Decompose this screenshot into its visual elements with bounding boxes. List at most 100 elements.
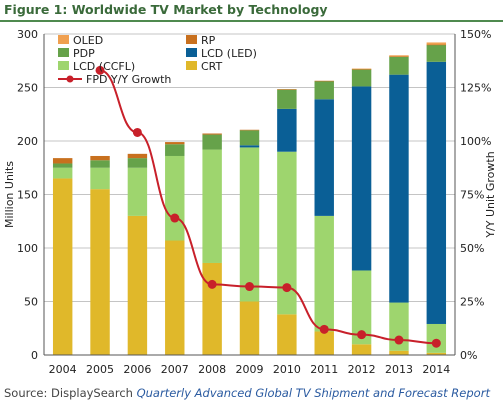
- y-tick-label: 100: [17, 242, 38, 255]
- y2-tick-label: 25%: [460, 296, 484, 309]
- bar-segment-lcd-ccfl: [351, 270, 372, 345]
- growth-point: [431, 338, 441, 348]
- bar-segment-pdp: [389, 56, 409, 75]
- y-tick-label: 200: [17, 135, 38, 148]
- legend-label-crt: CRT: [201, 60, 223, 73]
- x-tick-label: 2004: [49, 363, 77, 376]
- bar-segment-pdp: [426, 44, 447, 62]
- growth-point: [132, 127, 142, 137]
- axes-layer: 0 50 100 150 200 250 300 0% 25% 50% 75% 100% 125% 150…: [3, 28, 497, 376]
- title-rule: [0, 20, 503, 22]
- growth-point: [95, 65, 105, 75]
- bar-segment-rp: [127, 153, 148, 159]
- y2-tick-label: 150%: [460, 28, 491, 41]
- bar-segment-crt: [314, 331, 334, 355]
- legend-label-oled: OLED: [73, 34, 103, 47]
- bar-segment-crt: [239, 301, 260, 355]
- x-tick-label: 2013: [385, 363, 413, 376]
- bar-segment-lcd-led: [239, 145, 260, 148]
- bar-segment-crt: [277, 314, 297, 355]
- bar-segment-crt: [426, 352, 447, 355]
- source-note: Source: DisplaySearch Quarterly Advanced…: [4, 386, 490, 400]
- line-layer: [95, 65, 441, 348]
- bar-segment-pdp: [202, 134, 222, 150]
- bar-segment-rp: [239, 129, 260, 131]
- bar-segment-oled: [426, 42, 447, 45]
- legend-label-lcd-led: LCD (LED): [201, 47, 257, 60]
- y-tick-label: 50: [24, 296, 38, 309]
- bar-segment-lcd-led: [426, 61, 447, 324]
- y2-tick-label: 100%: [460, 135, 491, 148]
- bar-segment-rp: [90, 155, 110, 161]
- bar-segment-lcd-ccfl: [277, 151, 297, 315]
- bar-segment-crt: [165, 240, 185, 355]
- legend-swatch-pdp: [58, 48, 69, 57]
- bar-segment-rp: [277, 89, 297, 90]
- legend-label-lcd-ccfl: LCD (CCFL): [73, 60, 135, 73]
- y-tick-label: 250: [17, 82, 38, 95]
- bar-segment-pdp: [277, 89, 297, 109]
- legend-swatch-lcd-ccfl: [58, 61, 69, 70]
- bar-segment-pdp: [90, 160, 110, 168]
- bar-segment-lcd-ccfl: [165, 155, 185, 241]
- bar-segment-lcd-ccfl: [389, 302, 409, 351]
- bar-segment-lcd-led: [314, 99, 334, 216]
- bar-segment-lcd-ccfl: [127, 167, 148, 216]
- bar-segment-lcd-ccfl: [202, 149, 222, 263]
- bar-segment-crt: [127, 215, 148, 355]
- legend-swatch-oled: [58, 35, 69, 44]
- bar-segment-pdp: [239, 130, 260, 146]
- x-tick-label: 2006: [123, 363, 151, 376]
- bar-segment-pdp: [165, 144, 185, 156]
- bar-segment-lcd-led: [389, 74, 409, 303]
- x-tick-label: 2014: [422, 363, 450, 376]
- growth-point: [357, 330, 367, 340]
- bar-segment-lcd-led: [351, 86, 372, 271]
- bar-segment-pdp: [127, 158, 148, 168]
- chart: 0 50 100 150 200 250 300 0% 25% 50% 75% 100% 125% 150…: [3, 28, 497, 376]
- growth-line: [99, 69, 437, 345]
- bar-segment-lcd-ccfl: [90, 167, 110, 190]
- legend-label-pdp: PDP: [73, 47, 95, 60]
- x-tick-label: 2010: [273, 363, 301, 376]
- legend-layer: OLED RP PDP LCD (LED) LCD (CCFL) CRT FPD Y/Y G…: [58, 34, 257, 86]
- y2-tick-label: 75%: [460, 189, 484, 202]
- legend-swatch-crt: [186, 61, 197, 70]
- bar-segment-pdp: [351, 69, 372, 87]
- legend-label-rp: RP: [201, 34, 216, 47]
- bar-segment-lcd-ccfl: [52, 167, 73, 179]
- x-tick-label: 2008: [198, 363, 226, 376]
- bar-segment-crt: [351, 344, 372, 355]
- bars-layer: [52, 42, 447, 355]
- bar-segment-crt: [52, 178, 73, 355]
- x-tick-label: 2011: [310, 363, 338, 376]
- bar-segment-rp: [165, 142, 185, 145]
- bar-segment-lcd-led: [277, 108, 297, 152]
- source-prefix: Source: DisplaySearch: [4, 386, 137, 400]
- legend-swatch-lcd-led: [186, 48, 197, 57]
- bar-segment-crt: [389, 350, 409, 355]
- bar-segment-pdp: [52, 163, 73, 168]
- growth-point: [170, 213, 180, 223]
- bar-segment-rp: [426, 44, 447, 46]
- legend-swatch-rp: [186, 35, 197, 44]
- y2-axis-title: Y/Y Unit Growth: [484, 151, 497, 238]
- bar-segment-pdp: [314, 81, 334, 100]
- bar-segment-lcd-ccfl: [239, 147, 260, 302]
- growth-point: [394, 335, 404, 345]
- growth-point: [207, 279, 217, 289]
- bar-segment-rp: [52, 158, 73, 164]
- bar-segment-oled: [389, 55, 409, 57]
- legend-label-fpd-y-y-growth: FPD Y/Y Growth: [86, 73, 171, 86]
- y-tick-label: 0: [31, 349, 38, 362]
- source-report: Quarterly Advanced Global TV Shipment an…: [136, 386, 490, 400]
- bar-segment-crt: [202, 262, 222, 355]
- bar-segment-rp: [314, 80, 334, 82]
- x-tick-label: 2012: [348, 363, 376, 376]
- y-axis-title: Million Units: [3, 161, 16, 228]
- y2-tick-label: 50%: [460, 242, 484, 255]
- bar-segment-lcd-ccfl: [314, 215, 334, 332]
- bar-segment-lcd-ccfl: [426, 323, 447, 353]
- bar-segment-crt: [90, 189, 110, 355]
